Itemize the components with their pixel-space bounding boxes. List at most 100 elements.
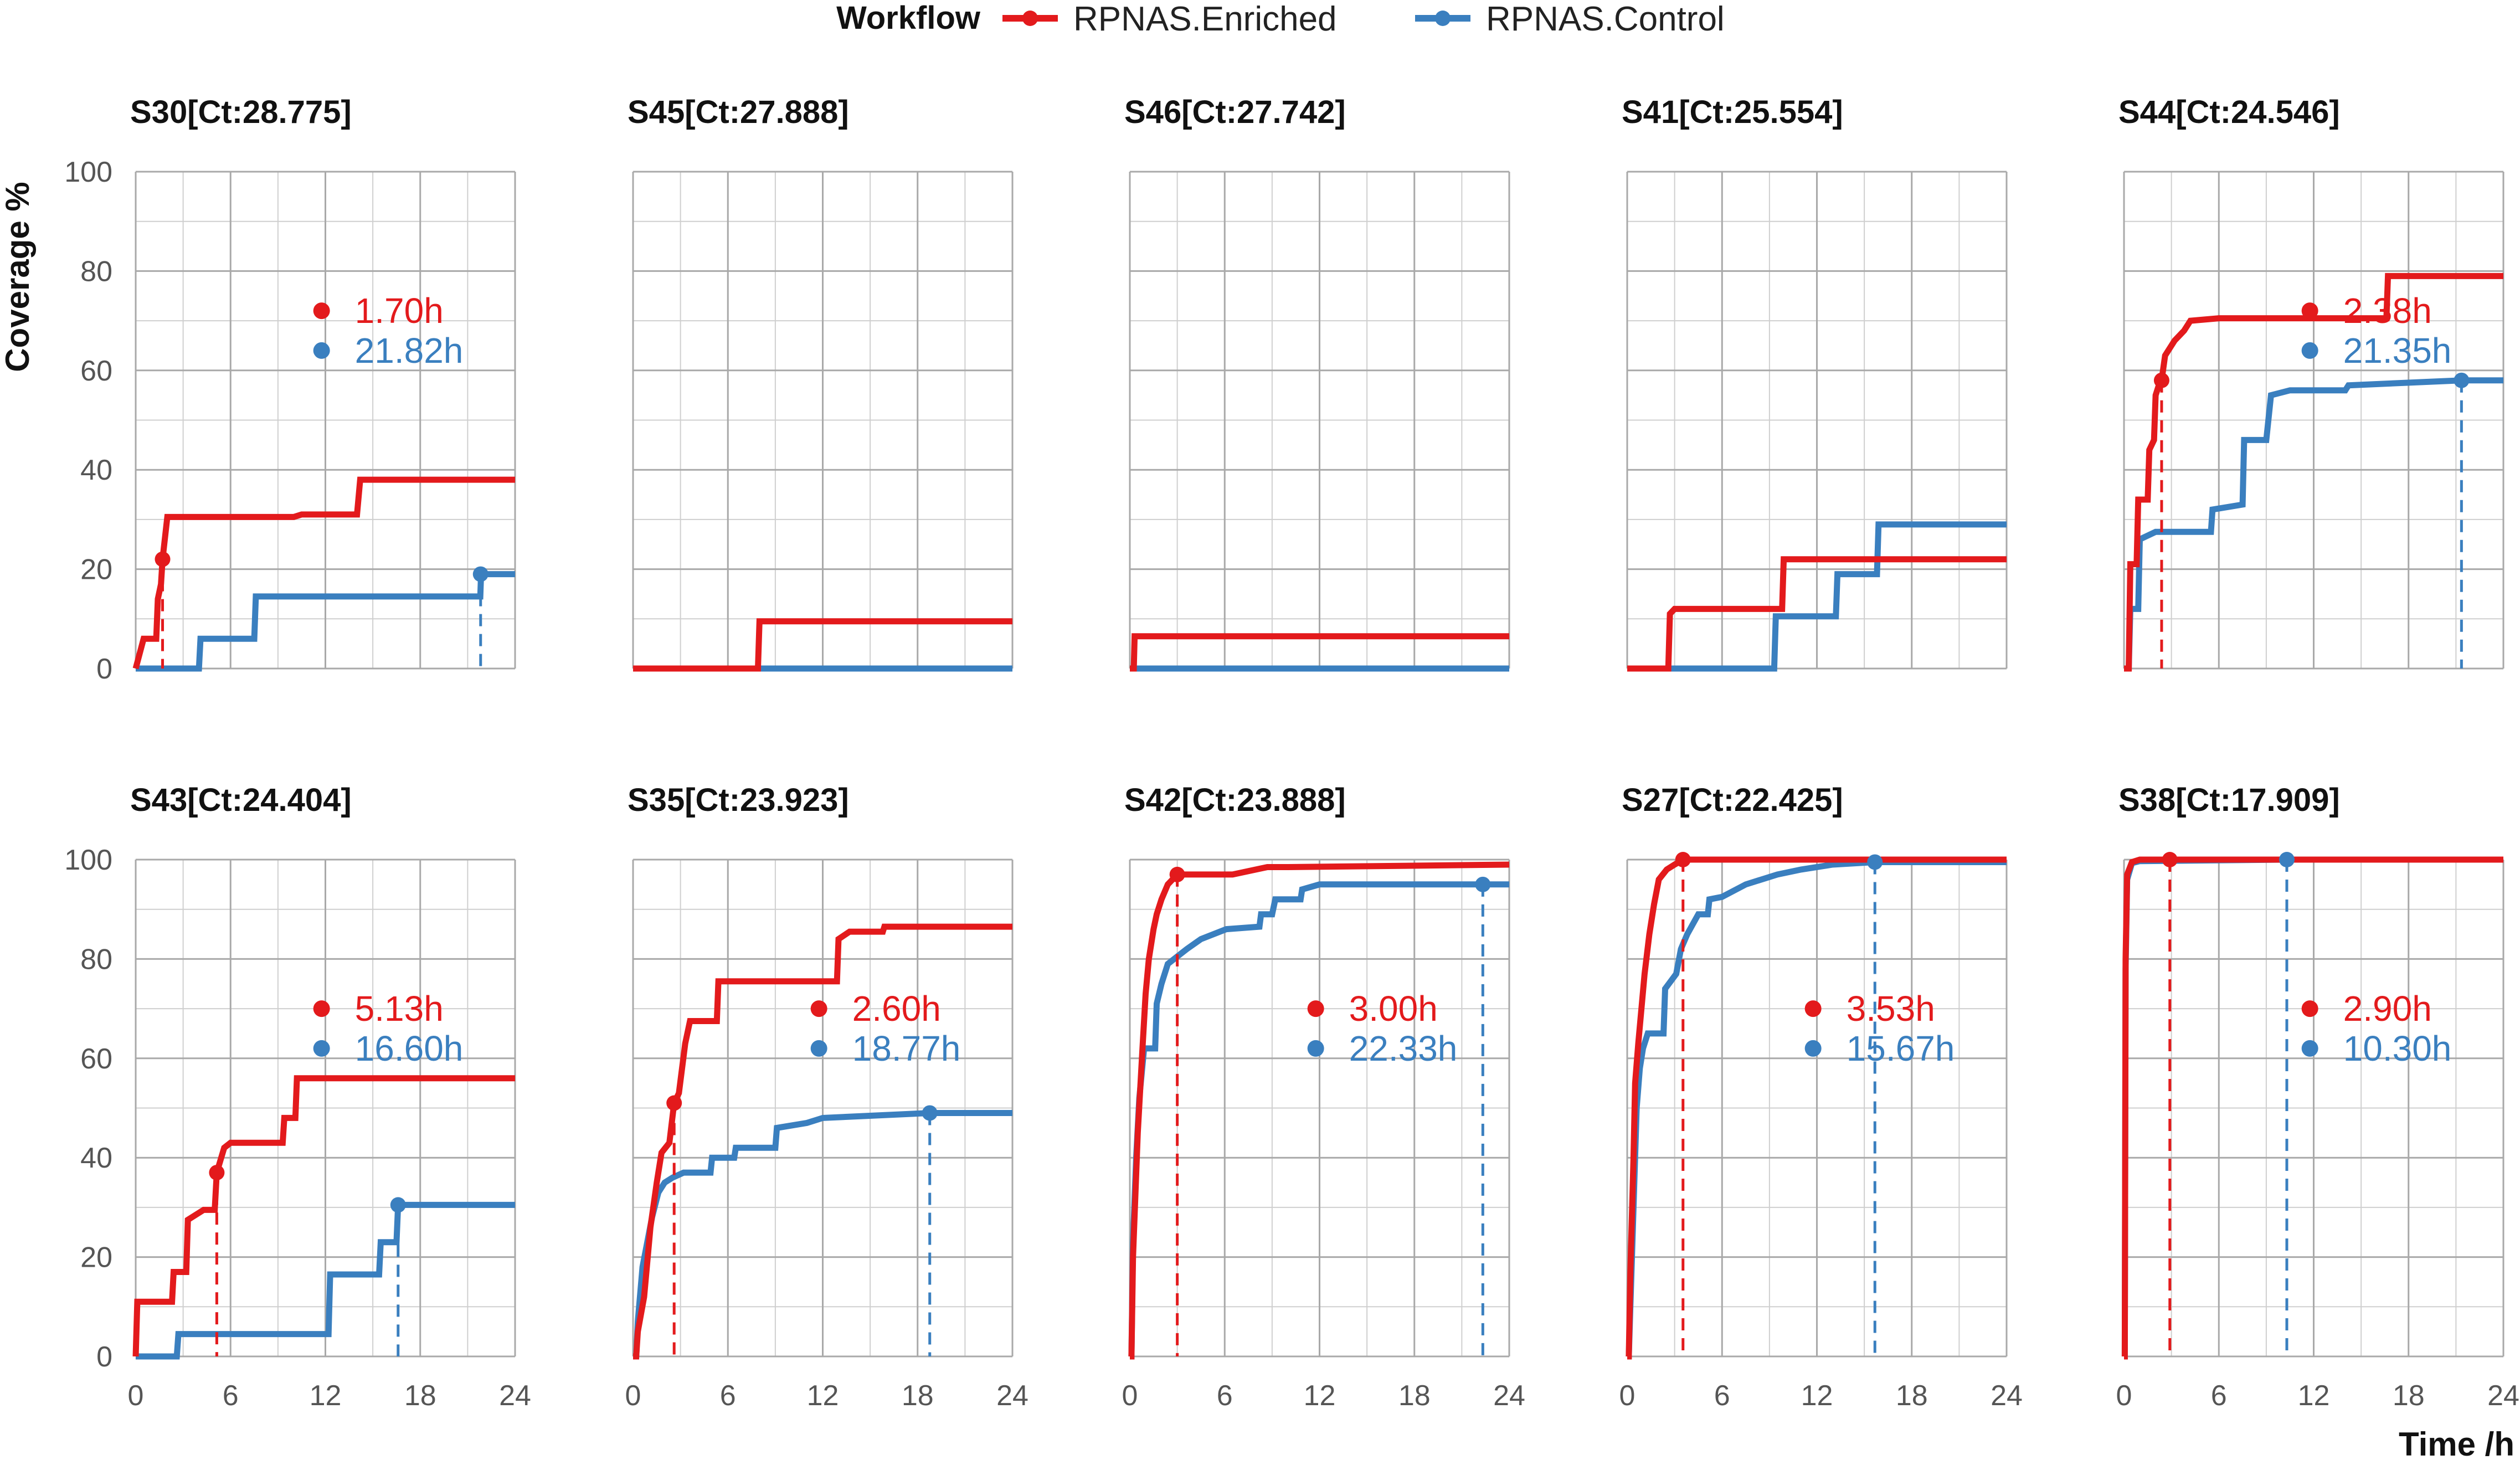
panel-title: S45[Ct:27.888]: [628, 94, 849, 130]
x-tick-label: 24: [1991, 1380, 2023, 1412]
y-tick-label: 0: [96, 1341, 112, 1373]
enriched-series-line: [132, 1075, 515, 1357]
panel-title: S42[Ct:23.888]: [1124, 782, 1346, 818]
control-annotation-label: 21.82h: [355, 331, 464, 371]
x-tick-label: 18: [404, 1380, 436, 1412]
legend-entry-label: RPNAS.Enriched: [1073, 0, 1337, 38]
enriched-annotation-dot: [1804, 1000, 1822, 1017]
y-tick-label: 20: [80, 554, 112, 586]
x-tick-label: 18: [1398, 1380, 1431, 1412]
x-tick-label: 24: [996, 1380, 1028, 1412]
y-tick-label: 80: [80, 943, 112, 975]
panel: S41[Ct:25.554]: [1622, 94, 2008, 672]
x-tick-label: 24: [499, 1380, 531, 1412]
enriched-series-line: [1130, 633, 1509, 672]
legend: Workflow RPNAS.Enriched RPNAS.Control: [836, 0, 1725, 38]
control-annotation-label: 16.60h: [355, 1029, 464, 1068]
legend-key-marker: [1022, 11, 1038, 26]
y-tick-label: 40: [80, 454, 112, 486]
legend-title: Workflow: [836, 0, 981, 36]
control-point-marker: [1867, 854, 1883, 870]
panel-title: S44[Ct:24.546]: [2118, 94, 2340, 130]
x-tick-label: 12: [2298, 1380, 2330, 1412]
control-annotation-dot: [2301, 1040, 2318, 1057]
x-tick-label: 18: [2393, 1380, 2425, 1412]
control-series-line: [2124, 377, 2503, 672]
control-point-marker: [2279, 852, 2295, 867]
x-tick-label: 0: [128, 1380, 144, 1412]
control-annotation-label: 22.33h: [1349, 1029, 1458, 1068]
enriched-annotation-dot: [1307, 1000, 1324, 1017]
enriched-series-line: [1128, 861, 1510, 1360]
y-tick-label: 0: [96, 653, 112, 685]
x-tick-label: 18: [902, 1380, 934, 1412]
y-axis-title: Coverage %: [0, 182, 36, 372]
enriched-annotation-label: 5.13h: [355, 989, 444, 1029]
enriched-annotation-dot: [2301, 1000, 2318, 1017]
control-point-marker: [390, 1197, 406, 1213]
enriched-annotation-label: 2.60h: [852, 989, 941, 1029]
x-tick-label: 12: [1801, 1380, 1833, 1412]
x-tick-label: 24: [2487, 1380, 2519, 1412]
enriched-annotation-label: 2.38h: [2343, 291, 2432, 331]
control-annotation-dot: [313, 1040, 330, 1057]
x-tick-label: 0: [2116, 1380, 2132, 1412]
x-tick-label: 24: [1493, 1380, 1525, 1412]
x-tick-label: 0: [625, 1380, 641, 1412]
x-tick-label: 0: [1122, 1380, 1138, 1412]
control-point-marker: [1475, 876, 1491, 892]
enriched-series-line: [2121, 856, 2503, 1360]
x-tick-label: 6: [223, 1380, 239, 1412]
control-annotation-dot: [1804, 1040, 1822, 1057]
enriched-annotation-dot: [2301, 302, 2318, 320]
control-annotation-label: 10.30h: [2343, 1029, 2452, 1068]
enriched-series-line: [633, 618, 1012, 672]
enriched-point-marker: [1169, 866, 1185, 882]
enriched-annotation-dot: [810, 1000, 827, 1017]
y-tick-label: 100: [64, 844, 112, 876]
panel-title: S38[Ct:17.909]: [2118, 782, 2340, 818]
panel-title: S35[Ct:23.923]: [628, 782, 849, 818]
enriched-series-line: [1627, 556, 2007, 672]
enriched-annotation-label: 3.53h: [1847, 989, 1935, 1029]
enriched-point-marker: [2162, 852, 2178, 867]
x-tick-label: 12: [310, 1380, 342, 1412]
panels: S30[Ct:28.775]0204060801001.70h21.82hS45…: [64, 94, 2519, 1412]
legend-entry-label: RPNAS.Control: [1486, 0, 1725, 38]
enriched-point-marker: [666, 1095, 682, 1111]
enriched-annotation-dot: [313, 1000, 330, 1017]
x-tick-label: 6: [1714, 1380, 1730, 1412]
enriched-annotation-label: 3.00h: [1349, 989, 1438, 1029]
y-tick-label: 60: [80, 355, 112, 387]
panel-title: S27[Ct:22.425]: [1622, 782, 1843, 818]
enriched-series-line: [633, 923, 1012, 1360]
control-point-marker: [922, 1105, 938, 1121]
control-annotation-dot: [2301, 342, 2318, 359]
control-series-line: [1627, 521, 2007, 672]
y-tick-label: 100: [64, 156, 112, 188]
control-annotation-dot: [313, 342, 330, 359]
x-tick-label: 12: [1304, 1380, 1336, 1412]
y-tick-label: 40: [80, 1142, 112, 1174]
enriched-annotation-dot: [313, 302, 330, 320]
legend-key-marker: [1435, 11, 1451, 26]
enriched-series-line: [1626, 856, 2007, 1360]
y-tick-label: 80: [80, 255, 112, 287]
panel: S45[Ct:27.888]: [628, 94, 1014, 672]
control-annotation-label: 15.67h: [1847, 1029, 1955, 1068]
y-tick-label: 60: [80, 1043, 112, 1075]
control-point-marker: [472, 566, 488, 582]
control-series-line: [633, 1110, 1012, 1360]
control-annotation-dot: [810, 1040, 827, 1057]
control-annotation-label: 18.77h: [852, 1029, 961, 1068]
x-tick-label: 0: [1619, 1380, 1636, 1412]
panel-title: S30[Ct:28.775]: [130, 94, 352, 130]
enriched-point-marker: [2153, 372, 2169, 388]
